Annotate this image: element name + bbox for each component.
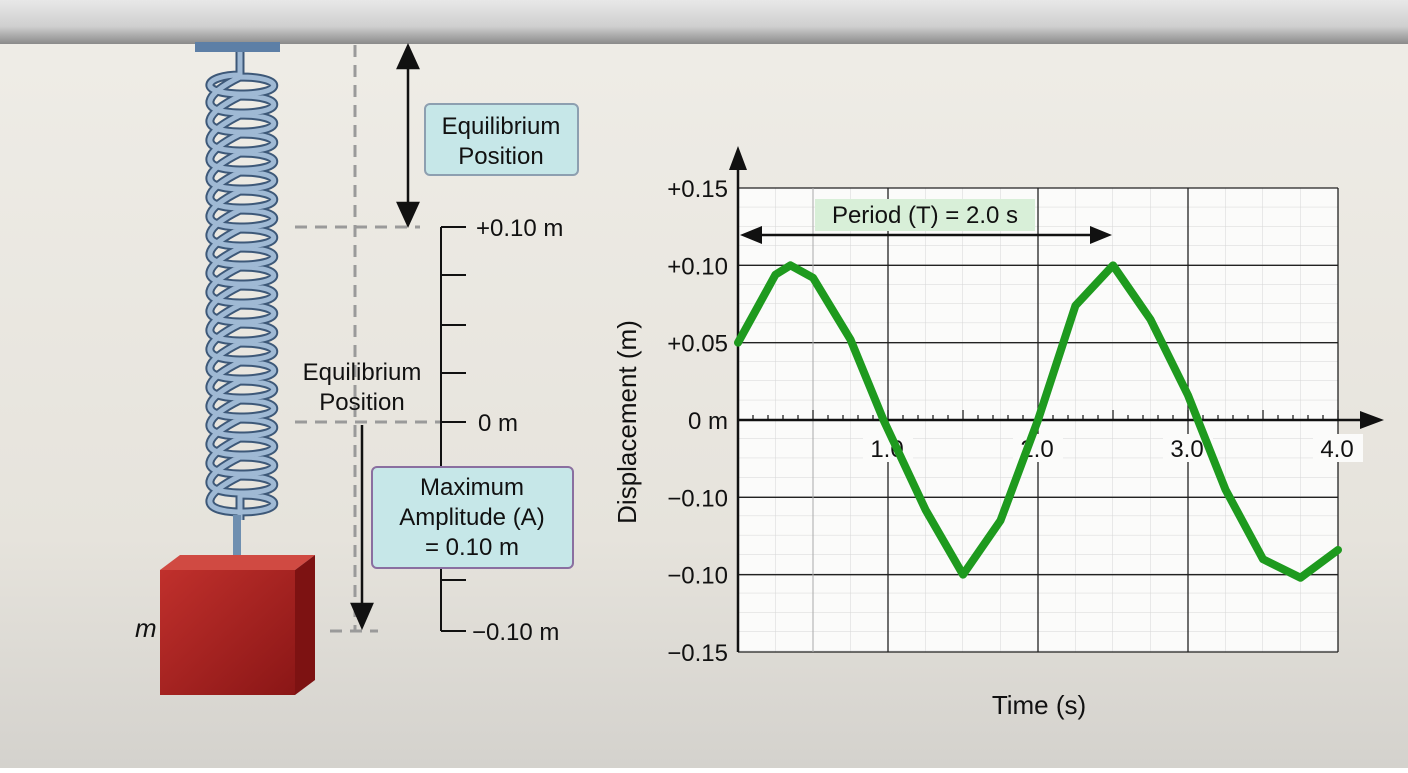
y-tick-label: −0.10 xyxy=(667,485,728,512)
y-tick-label: 0 m xyxy=(688,408,728,435)
y-arrow xyxy=(729,146,747,170)
cube-front xyxy=(160,570,295,695)
scale-label: +0.10 m xyxy=(476,215,563,242)
y-axis-label: Displacement (m) xyxy=(612,320,642,524)
y-tick-label: −0.15 xyxy=(667,640,728,667)
cube-side xyxy=(295,555,315,695)
label-line: = 0.10 m xyxy=(425,534,519,561)
label-line: Position xyxy=(319,389,404,416)
y-tick-label: +0.10 xyxy=(667,253,728,280)
label-line: Maximum xyxy=(420,474,524,501)
label-line: Equilibrium xyxy=(442,113,561,140)
labels: Equilibrium Position Equilibrium Position Ma… xyxy=(303,113,561,561)
x-arrow xyxy=(1360,411,1384,429)
guides xyxy=(295,45,440,633)
scale-label: −0.10 m xyxy=(472,619,559,646)
label-line: Equilibrium xyxy=(303,359,422,386)
label-box xyxy=(371,466,574,569)
y-tick-label: −0.10 xyxy=(667,563,728,590)
y-tick-label: +0.15 xyxy=(667,176,728,203)
spring xyxy=(205,52,278,520)
mass-label: m xyxy=(135,613,157,643)
x-tick-label: 3.0 xyxy=(1170,436,1203,463)
x-tick-label: 4.0 xyxy=(1320,436,1353,463)
label-box xyxy=(424,103,579,176)
spring-rod xyxy=(233,515,241,560)
chart: +0.15+0.10+0.050 m−0.10−0.10−0.151.0 2.0 3… xyxy=(612,146,1384,720)
label-line: Amplitude (A) xyxy=(399,504,544,531)
ceiling xyxy=(0,0,1408,44)
series-line xyxy=(734,261,1342,582)
arrow-head xyxy=(740,226,762,244)
mount xyxy=(195,42,280,52)
x-axis-label: Time (s) xyxy=(992,690,1086,720)
label-line: Position xyxy=(458,143,543,170)
arrows xyxy=(350,42,420,631)
coil xyxy=(207,52,276,520)
y-tick-label: +0.05 xyxy=(667,331,728,358)
arrow-head xyxy=(1090,226,1112,244)
tick-label-bg xyxy=(1313,434,1363,462)
scale-label: 0 m xyxy=(478,410,518,437)
cube-top xyxy=(160,555,315,570)
annotation: Period (T) = 2.0 s xyxy=(832,202,1018,229)
annotation-bg xyxy=(815,199,1035,231)
